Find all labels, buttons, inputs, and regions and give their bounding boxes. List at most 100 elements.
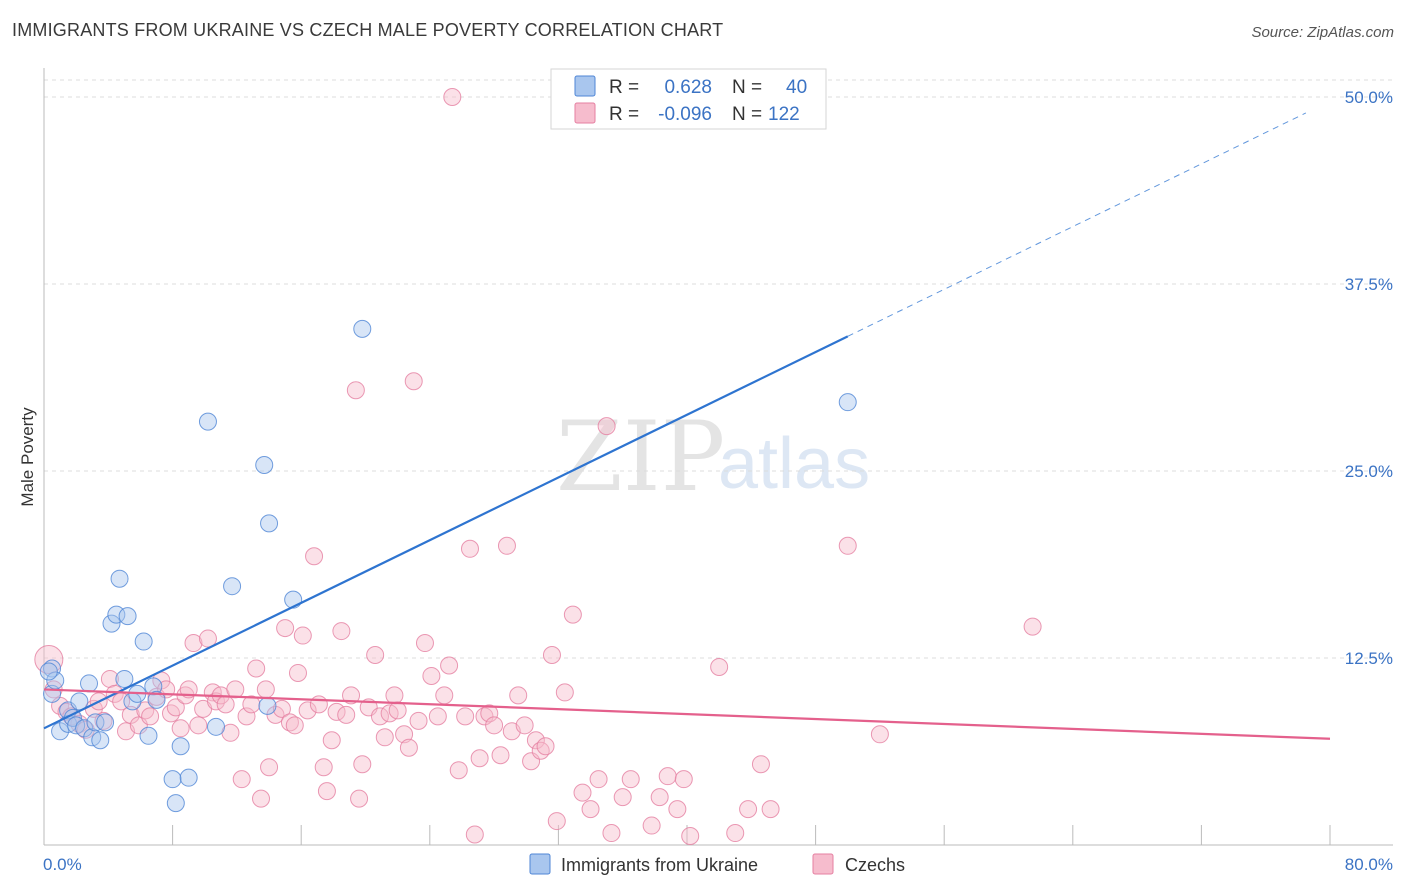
czechs-point: [668, 800, 687, 819]
czechs-point: [443, 88, 462, 106]
czechs-point: [184, 634, 203, 653]
czechs-point: [247, 659, 266, 678]
czechs-point: [309, 695, 328, 714]
czechs-point: [388, 701, 407, 720]
bottom-legend-swatch-czechs: [812, 853, 834, 875]
czechs-point: [428, 707, 447, 726]
y-axis-title: Male Poverty: [18, 407, 37, 507]
chart-title: IMMIGRANTS FROM UKRAINE VS CZECH MALE PO…: [12, 20, 724, 40]
czechs-point: [285, 716, 304, 735]
czechs-point: [563, 605, 582, 624]
czechs-point: [470, 749, 489, 768]
czechs-point: [497, 536, 516, 555]
czechs-points: [34, 88, 1042, 846]
legend-r-value-ukraine: 0.628: [664, 77, 712, 98]
czechs-point: [342, 686, 361, 705]
x-tick-label-max: 80.0%: [1345, 855, 1393, 874]
watermark-atlas: atlas: [718, 424, 870, 504]
ukraine-points: [39, 319, 857, 813]
ukraine-point: [139, 726, 158, 745]
czechs-point: [555, 683, 574, 702]
czechs-point: [260, 758, 279, 777]
czechs-point: [761, 800, 780, 819]
legend-box: [550, 68, 827, 130]
czechs-point: [491, 746, 510, 765]
ukraine-point: [110, 569, 129, 588]
czechs-point: [350, 789, 369, 808]
czechs-point: [602, 824, 621, 843]
czechs-point: [422, 666, 441, 685]
czechs-point: [395, 725, 414, 744]
ukraine-point: [134, 632, 153, 651]
ukraine-point: [166, 794, 185, 813]
czechs-point: [327, 702, 346, 721]
czechs-point: [456, 707, 475, 726]
czechs-point: [305, 547, 324, 566]
czechs-point: [226, 680, 245, 699]
ukraine-point: [838, 393, 857, 412]
czechs-point: [409, 711, 428, 730]
watermark-zip: ZIP: [556, 401, 725, 513]
czechs-point: [573, 783, 592, 802]
ukraine-point: [207, 717, 226, 736]
legend-r-label-czechs: R =: [609, 104, 639, 125]
legend-swatch-ukraine: [574, 75, 596, 97]
czechs-point: [475, 707, 494, 726]
ukraine-point: [255, 456, 274, 475]
ukraine-point: [80, 674, 99, 693]
czechs-point: [460, 539, 479, 558]
czechs-point: [337, 705, 356, 724]
czechs-point: [536, 737, 555, 756]
czechs-point: [404, 372, 423, 391]
bottom-legend-label-ukraine: Immigrants from Ukraine: [561, 855, 758, 875]
ukraine-point: [144, 677, 163, 696]
czechs-point: [332, 622, 351, 641]
czechs-point: [317, 782, 336, 801]
czechs-point: [346, 381, 365, 400]
trend-lines: [43, 112, 1331, 740]
czechs-point: [415, 634, 434, 653]
czechs-point: [272, 699, 291, 718]
ukraine-point: [353, 319, 372, 338]
legend-n-label-czechs: N =: [732, 104, 762, 125]
czechs-point: [751, 755, 770, 774]
x-tick-label-min: 0.0%: [43, 855, 82, 874]
czechs-point: [399, 738, 418, 757]
ukraine-point: [96, 713, 115, 732]
czechs-point: [581, 800, 600, 819]
czechs-point: [322, 731, 341, 750]
czechs-point: [141, 707, 160, 726]
legend-r-value-czechs: -0.096: [658, 104, 712, 125]
czechs-point: [613, 788, 632, 807]
czechs-point: [288, 663, 307, 682]
czechs-point: [435, 686, 454, 705]
czechs-point: [480, 704, 499, 723]
czechs-point: [589, 770, 608, 789]
ukraine-point: [39, 662, 58, 681]
czechs-point: [370, 707, 389, 726]
ukraine-point: [171, 737, 190, 756]
czechs-point: [449, 761, 468, 780]
ukraine-point: [198, 412, 217, 431]
czechs-point: [547, 812, 566, 831]
czechs-point: [293, 626, 312, 645]
czechs-point: [485, 716, 504, 735]
czechs-point: [298, 701, 317, 720]
ukraine-point: [102, 614, 121, 633]
ukraine-point: [163, 770, 182, 789]
czechs-point: [1023, 617, 1042, 636]
czechs-point: [353, 755, 372, 774]
czechs-point: [597, 417, 616, 436]
ukraine-point: [43, 659, 62, 678]
ukraine-point: [260, 514, 279, 533]
gridlines: [44, 79, 1393, 659]
czechs-point: [232, 770, 251, 789]
czechs-point: [314, 758, 333, 777]
y-tick-label: 50.0%: [1345, 88, 1393, 107]
czechs-point: [642, 816, 661, 835]
legend-n-label-ukraine: N =: [732, 77, 762, 98]
ukraine-point: [91, 731, 110, 750]
ukraine-point: [258, 696, 277, 715]
series-legend: Immigrants from Ukraine Czechs: [529, 853, 905, 875]
